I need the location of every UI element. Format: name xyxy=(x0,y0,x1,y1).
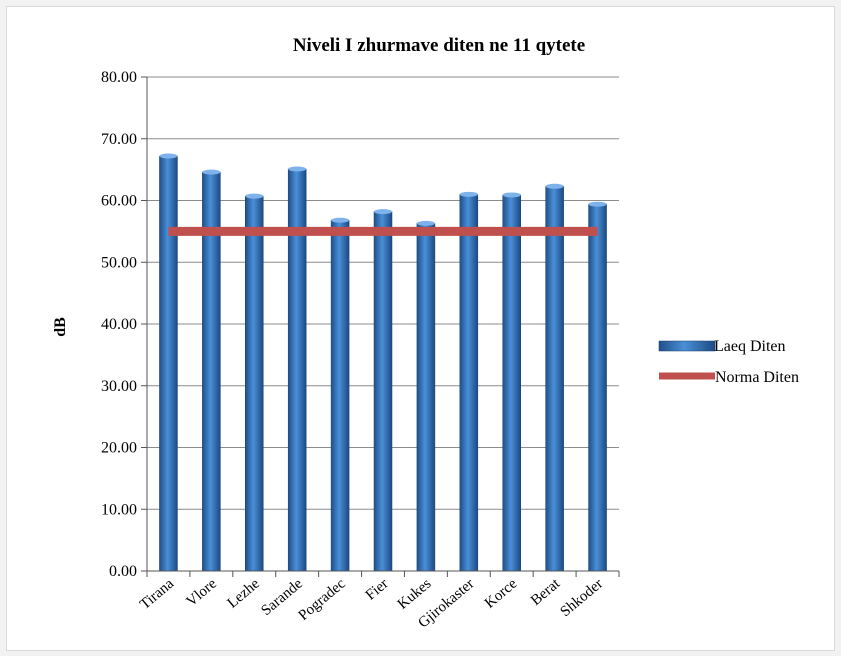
x-tick-label: Shkoder xyxy=(558,576,607,620)
x-tick-label: Korce xyxy=(482,576,521,612)
y-tick-labels: 0.00 10.00 20.00 30.00 40.00 50.00 60.00 70.00 8… xyxy=(101,69,147,580)
x-tick-label: Berat xyxy=(528,575,564,609)
chart-frame: Niveli I zhurmave diten ne 11 qytete dB … xyxy=(6,6,835,651)
x-tick-label: Fier xyxy=(363,576,392,604)
bar-cap xyxy=(331,217,350,223)
bar-cap xyxy=(288,166,307,172)
y-tick-label: 80.00 xyxy=(101,69,137,86)
bar-chart: Niveli I zhurmave diten ne 11 qytete dB … xyxy=(52,35,799,631)
y-tick-label: 50.00 xyxy=(101,254,137,271)
bar-cap xyxy=(245,193,264,199)
x-tick-label: Tirana xyxy=(137,576,177,613)
bar-fier xyxy=(373,211,393,572)
x-tick-label: Vlore xyxy=(183,576,220,610)
bar-tirana xyxy=(159,155,178,572)
bar-cap xyxy=(588,201,607,207)
bar-shkoder xyxy=(588,203,607,572)
bars xyxy=(159,153,607,572)
y-tick-label: 70.00 xyxy=(101,131,137,148)
axes xyxy=(146,77,620,577)
legend-label: Laeq Diten xyxy=(714,338,786,355)
bar-cap xyxy=(202,169,221,175)
bar-berat xyxy=(545,186,564,572)
bar-cap xyxy=(545,183,564,189)
y-tick-label: 30.00 xyxy=(101,378,137,395)
y-tick-label: 60.00 xyxy=(101,193,137,210)
bar-kukes xyxy=(416,223,436,572)
bar-cap xyxy=(416,220,435,226)
chart-title: Niveli I zhurmave diten ne 11 qytete xyxy=(293,35,585,56)
bar-cap xyxy=(159,153,178,159)
y-tick-label: 0.00 xyxy=(109,563,137,580)
bar-cap xyxy=(459,191,478,197)
x-tick-label: Lezhe xyxy=(224,576,263,612)
bar-cap xyxy=(502,192,521,198)
bar-korce xyxy=(502,194,521,572)
legend-label: Norma Diten xyxy=(715,369,799,386)
bar-cap xyxy=(374,209,392,215)
y-tick-label: 20.00 xyxy=(101,440,137,457)
legend: Laeq Diten Norma Diten xyxy=(658,338,799,386)
y-axis-label: dB xyxy=(52,317,69,337)
bar-pogradec xyxy=(330,220,350,572)
y-tick-label: 10.00 xyxy=(101,501,137,518)
bar-gjirokaster xyxy=(459,194,479,572)
bar-lezhe xyxy=(245,195,264,572)
x-tick-label: Pogradec xyxy=(296,576,349,624)
y-tick-label: 40.00 xyxy=(101,316,137,333)
legend-swatch-bar xyxy=(658,340,716,352)
